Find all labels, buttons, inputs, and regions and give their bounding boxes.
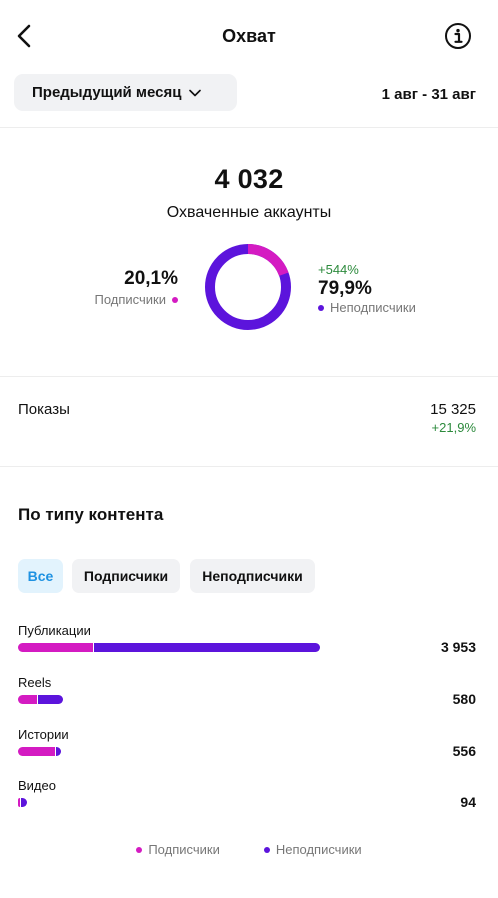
- non-followers-dot-icon: [318, 304, 324, 311]
- reach-donut-chart: [205, 244, 291, 330]
- info-icon: [445, 23, 471, 49]
- content-row-label: Публикации: [18, 623, 91, 638]
- accounts-reached-total: 4 032: [214, 164, 284, 194]
- content-row-bar: [18, 695, 64, 704]
- legend-followers: Подписчики: [136, 842, 220, 857]
- chevron-left-icon: [17, 24, 31, 48]
- bar-non-followers-segment: [37, 695, 64, 704]
- divider: [0, 376, 498, 377]
- non-followers-percent: 79,9%: [318, 278, 372, 299]
- donut-followers-arc: [205, 244, 291, 330]
- legend-non-followers-label: Неподписчики: [275, 842, 362, 857]
- content-row-bar: [18, 798, 28, 807]
- bar-non-followers-segment: [56, 747, 62, 756]
- info-button[interactable]: [444, 22, 472, 50]
- legend-non-followers: Неподписчики: [263, 842, 362, 857]
- content-row-label: Reels: [18, 675, 52, 690]
- impressions-value: 15 325: [430, 401, 476, 418]
- non-followers-legend-label: Неподписчики: [330, 300, 416, 315]
- content-row-bar: [18, 747, 62, 756]
- legend-followers-label: Подписчики: [148, 842, 220, 857]
- chart-legend: Подписчики Неподписчики: [0, 842, 498, 857]
- filter-followers[interactable]: Подписчики: [72, 559, 180, 593]
- followers-legend: Подписчики: [94, 292, 178, 307]
- filter-all[interactable]: Все: [18, 559, 63, 593]
- content-type-title: По типу контента: [18, 505, 164, 524]
- divider: [0, 127, 498, 128]
- followers-legend-label: Подписчики: [94, 292, 166, 307]
- date-range: 1 авг - 31 авг: [381, 86, 476, 103]
- content-row-label: Истории: [18, 727, 69, 742]
- content-row-value: 556: [452, 743, 476, 759]
- content-row-value: 580: [452, 691, 476, 707]
- followers-dot-icon: [136, 846, 143, 853]
- bar-followers-segment: [18, 643, 94, 652]
- header: Охват: [0, 0, 498, 70]
- back-button[interactable]: [10, 20, 38, 52]
- bar-followers-segment: [18, 747, 56, 756]
- period-label: Предыдущий месяц: [32, 84, 182, 101]
- bar-non-followers-segment: [94, 643, 320, 652]
- non-followers-legend: Неподписчики: [318, 300, 416, 315]
- content-row-label: Видео: [18, 778, 56, 793]
- filter-non-followers[interactable]: Неподписчики: [190, 559, 315, 593]
- content-row-value: 94: [460, 794, 476, 810]
- impressions-change: +21,9%: [431, 420, 476, 435]
- content-row-value: 3 953: [440, 639, 476, 655]
- non-followers-change: +544%: [318, 262, 359, 277]
- period-dropdown[interactable]: Предыдущий месяц: [14, 74, 237, 111]
- bar-followers-segment: [18, 798, 20, 807]
- non-followers-dot-icon: [263, 846, 270, 853]
- bar-non-followers-segment: [21, 798, 28, 807]
- accounts-reached-label: Охваченные аккаунты: [166, 204, 332, 221]
- followers-dot-icon: [172, 296, 178, 303]
- impressions-label: Показы: [18, 401, 70, 418]
- page-title: Охват: [222, 26, 276, 46]
- bar-followers-segment: [18, 695, 37, 704]
- followers-percent: 20,1%: [124, 268, 178, 289]
- content-row-bar: [18, 643, 320, 652]
- divider: [0, 466, 498, 467]
- chevron-down-icon: [188, 89, 201, 97]
